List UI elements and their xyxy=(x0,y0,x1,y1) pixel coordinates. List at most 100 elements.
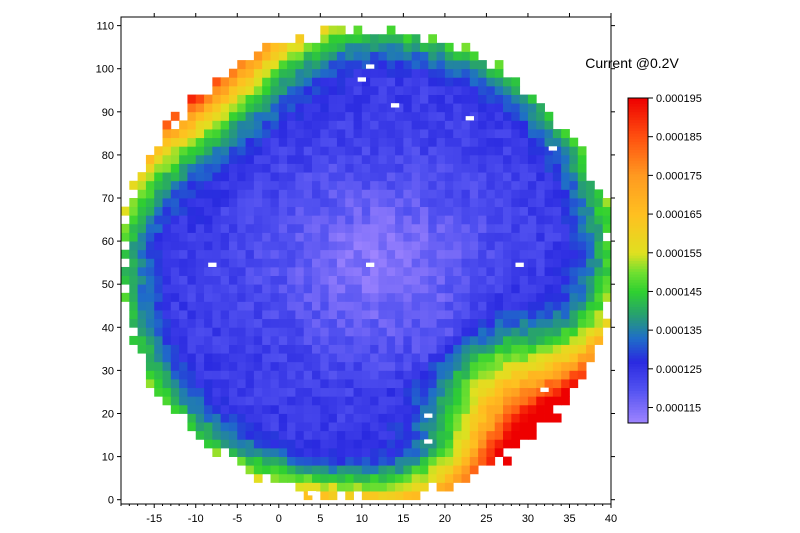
heatmap-cell xyxy=(428,404,437,414)
heatmap-cell xyxy=(544,301,554,311)
heatmap-cell xyxy=(195,335,205,345)
heatmap-cell xyxy=(461,335,471,345)
heatmap-cell xyxy=(353,163,363,173)
heatmap-cell xyxy=(212,361,222,371)
heatmap-cell xyxy=(336,232,346,242)
heatmap-cell xyxy=(370,465,379,475)
heatmap-cell xyxy=(253,189,263,199)
colorbar-tick-label: 0.000165 xyxy=(656,209,702,221)
heatmap-cell xyxy=(278,42,288,52)
heatmap-cell xyxy=(179,335,188,345)
heatmap-cell xyxy=(428,241,437,251)
heatmap-cell xyxy=(278,353,288,363)
heatmap-cell xyxy=(544,111,554,121)
colorbar-segment xyxy=(628,127,648,131)
heatmap-cell xyxy=(129,249,139,259)
heatmap-cell xyxy=(527,129,537,139)
heatmap-cell xyxy=(386,335,396,345)
heatmap-cell xyxy=(220,198,230,208)
heatmap-cell xyxy=(419,422,429,432)
heatmap-cell xyxy=(204,180,213,190)
heatmap-cell xyxy=(312,447,321,457)
heatmap-cell xyxy=(287,103,296,113)
heatmap-cell xyxy=(586,215,595,225)
heatmap-cell xyxy=(237,172,246,182)
heatmap-cell xyxy=(453,146,462,156)
heatmap-cell xyxy=(378,473,388,483)
heatmap-cell xyxy=(453,154,462,164)
heatmap-cell xyxy=(336,473,346,483)
heatmap-cell xyxy=(552,215,562,225)
heatmap-cell xyxy=(403,422,413,432)
heatmap-cell xyxy=(594,284,604,294)
heatmap-cell xyxy=(336,172,346,182)
heatmap-cell xyxy=(287,344,296,354)
heatmap-cell xyxy=(237,232,246,242)
heatmap-cell xyxy=(145,344,155,354)
heatmap-cell xyxy=(378,379,388,389)
colorbar-segment xyxy=(628,314,648,318)
heatmap-cell xyxy=(436,439,446,449)
heatmap-cell xyxy=(170,129,180,139)
heatmap-cell xyxy=(287,129,296,139)
colorbar-segment xyxy=(628,271,648,275)
heatmap-cell xyxy=(353,266,363,276)
heatmap-cell xyxy=(577,172,587,182)
heatmap-cell xyxy=(328,473,338,483)
heatmap-cell xyxy=(428,154,437,164)
heatmap-cell xyxy=(436,422,446,432)
heatmap-cell xyxy=(370,387,379,397)
heatmap-cell xyxy=(170,344,180,354)
heatmap-cell xyxy=(461,232,471,242)
heatmap-cell xyxy=(253,439,263,449)
heatmap-cell xyxy=(320,318,330,328)
heatmap-cell xyxy=(287,172,296,182)
colorbar-segment xyxy=(628,165,648,169)
heatmap-cell xyxy=(270,439,280,449)
heatmap-cell xyxy=(137,249,147,259)
heatmap-cell xyxy=(444,163,454,173)
heatmap-cell xyxy=(262,129,271,139)
heatmap-cell xyxy=(228,370,238,380)
heatmap-cell xyxy=(511,361,521,371)
heatmap-cell xyxy=(478,120,487,130)
heatmap-cell xyxy=(527,387,537,397)
heatmap-cell xyxy=(129,284,139,294)
colorbar-segment xyxy=(628,398,648,402)
heatmap-cell xyxy=(453,180,462,190)
heatmap-cell xyxy=(386,249,396,259)
heatmap-cell xyxy=(320,473,330,483)
heatmap-cell xyxy=(245,232,255,242)
heatmap-cell xyxy=(253,232,263,242)
heatmap-cell xyxy=(320,430,330,440)
heatmap-cell xyxy=(312,396,321,406)
heatmap-cell xyxy=(453,111,462,121)
heatmap-cell xyxy=(336,103,346,113)
heatmap-cell xyxy=(137,206,147,216)
heatmap-cell xyxy=(461,215,471,225)
heatmap-cell xyxy=(262,120,271,130)
heatmap-cell xyxy=(527,404,537,414)
heatmap-cell xyxy=(378,77,388,87)
heatmap-cell xyxy=(436,60,446,70)
heatmap-cell xyxy=(444,232,454,242)
heatmap-cell xyxy=(478,77,487,87)
heatmap-cell xyxy=(154,318,163,328)
x-tick-label: -5 xyxy=(232,513,242,525)
heatmap-cell xyxy=(370,111,379,121)
heatmap-cell xyxy=(569,154,579,164)
y-tick-label: 20 xyxy=(102,408,114,420)
heatmap-cell xyxy=(270,60,280,70)
heatmap-cell xyxy=(245,206,255,216)
heatmap-cell xyxy=(577,327,587,337)
heatmap-cell xyxy=(527,413,537,423)
heatmap-cell xyxy=(395,344,404,354)
heatmap-cell xyxy=(312,223,321,233)
heatmap-cell xyxy=(478,60,487,70)
heatmap-cell xyxy=(353,154,363,164)
heatmap-cell xyxy=(395,447,404,457)
heatmap-cell xyxy=(336,318,346,328)
heatmap-cell xyxy=(145,206,155,216)
colorbar-segment xyxy=(628,114,648,118)
heatmap-cell xyxy=(345,353,354,363)
